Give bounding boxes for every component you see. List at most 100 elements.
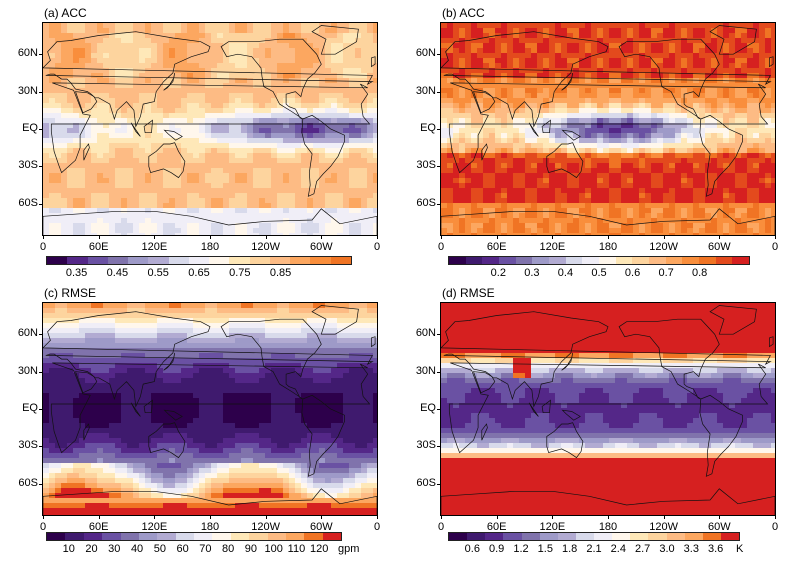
lat-tick-label: 30N [17, 364, 38, 377]
colorbar-swatch [212, 533, 231, 540]
lon-tick-label: 60E [88, 521, 109, 533]
colorbar-swatch [665, 257, 683, 264]
lat-tick [437, 371, 440, 373]
coastline [561, 72, 574, 91]
colorbar-label: 3.6 [708, 543, 724, 555]
colorbar-swatch [449, 533, 468, 540]
lat-tick [39, 129, 42, 130]
colorbar-swatch [65, 533, 84, 540]
lon-tick-label: 60E [486, 241, 507, 253]
coastline [163, 409, 183, 421]
coastline [148, 142, 186, 179]
colorbar-swatch [102, 533, 121, 540]
lon-tick [552, 236, 554, 239]
lon-tick-label: 60E [486, 521, 507, 533]
colorbar-label: 3.0 [659, 543, 675, 555]
colorbar [46, 532, 342, 541]
lon-tick-label: 180 [200, 241, 220, 253]
colorbar-label: 100 [264, 543, 283, 555]
colorbar-label: 2.4 [610, 543, 626, 555]
lon-tick-label: 60W [708, 521, 731, 533]
colorbar-label: 0.7 [658, 267, 674, 279]
lon-tick [663, 236, 665, 239]
lon-tick [265, 236, 267, 239]
colorbar-swatch [249, 533, 268, 540]
colorbar-swatch [582, 257, 600, 264]
lat-tick-label: EQ [420, 402, 436, 414]
colorbar-swatch [269, 257, 291, 264]
lat-tick-label: 30S [18, 439, 38, 452]
map-field [441, 303, 775, 515]
coastline [220, 318, 322, 400]
lat-tick-label: EQ [22, 122, 38, 134]
colorbar-label: 80 [222, 543, 235, 555]
panel-title: (a) ACC [44, 6, 87, 20]
colorbar-swatch [615, 257, 633, 264]
lat-tick [39, 371, 42, 373]
colorbar-label: 1.2 [513, 543, 529, 555]
lon-tick-label: 180 [598, 241, 618, 253]
lat-tick [437, 166, 440, 168]
colorbar-swatch [630, 533, 649, 540]
colorbar-swatch [539, 533, 558, 540]
coastline [561, 409, 581, 421]
coastline [50, 362, 371, 454]
lat-tick [437, 483, 440, 485]
colorbar-label: 0.8 [692, 267, 708, 279]
colorbar-swatch [503, 533, 522, 540]
lon-tick [663, 516, 665, 519]
lon-tick-label: 0 [39, 241, 47, 253]
coastline [528, 122, 539, 137]
coastline [472, 371, 496, 394]
colorbar-swatch [249, 257, 270, 264]
colorbar-unit: K [736, 543, 744, 555]
lon-tick [608, 516, 609, 519]
coastline [311, 25, 359, 55]
lon-tick [210, 236, 211, 239]
coastline [74, 371, 98, 394]
coastline [43, 31, 374, 128]
lat-tick-label: 60N [17, 327, 38, 340]
lon-tick [377, 236, 378, 239]
colorbar-swatch [157, 533, 176, 540]
colorbar-swatch [599, 257, 616, 264]
lon-tick-label: 120E [539, 241, 566, 253]
coastline [143, 399, 153, 414]
colorbar-label: 3.3 [683, 543, 699, 555]
coastline [220, 38, 322, 120]
colorbar-label: 60 [176, 543, 189, 555]
lon-tick [496, 516, 498, 519]
panel-title: (c) RMSE [44, 286, 96, 300]
panel-title: (b) ACC [442, 6, 485, 20]
coastline [311, 305, 359, 335]
colorbar-label: 1.5 [537, 543, 553, 555]
colorbar-swatch [666, 533, 685, 540]
colorbar-swatch [549, 257, 566, 264]
lat-tick [39, 91, 42, 93]
colorbar-swatch [209, 257, 230, 264]
coastline [448, 82, 769, 174]
lat-tick-label: 60N [415, 327, 436, 340]
lat-tick [39, 409, 42, 410]
lon-tick-label: 120W [251, 521, 281, 533]
colorbar-swatch [515, 257, 533, 264]
colorbar-swatch [175, 533, 194, 540]
colorbar-swatch [702, 533, 721, 540]
coastline [83, 423, 90, 441]
lon-tick [210, 516, 211, 519]
lon-tick [608, 236, 609, 239]
lon-tick [321, 516, 323, 519]
lon-tick-label: 120W [649, 521, 679, 533]
colorbar-swatch [148, 257, 169, 264]
colorbar-swatch [467, 533, 486, 540]
colorbar [46, 256, 352, 265]
lon-tick [43, 516, 44, 519]
colorbar-label: 0.45 [106, 267, 129, 279]
colorbar-label: 110 [287, 543, 306, 555]
lat-tick-label: EQ [22, 402, 38, 414]
colorbar-label: 1.8 [562, 543, 578, 555]
colorbar-swatch [138, 533, 158, 540]
lat-tick-label: 60N [17, 47, 38, 60]
colorbar [448, 256, 750, 265]
colorbar-swatch [67, 257, 88, 264]
